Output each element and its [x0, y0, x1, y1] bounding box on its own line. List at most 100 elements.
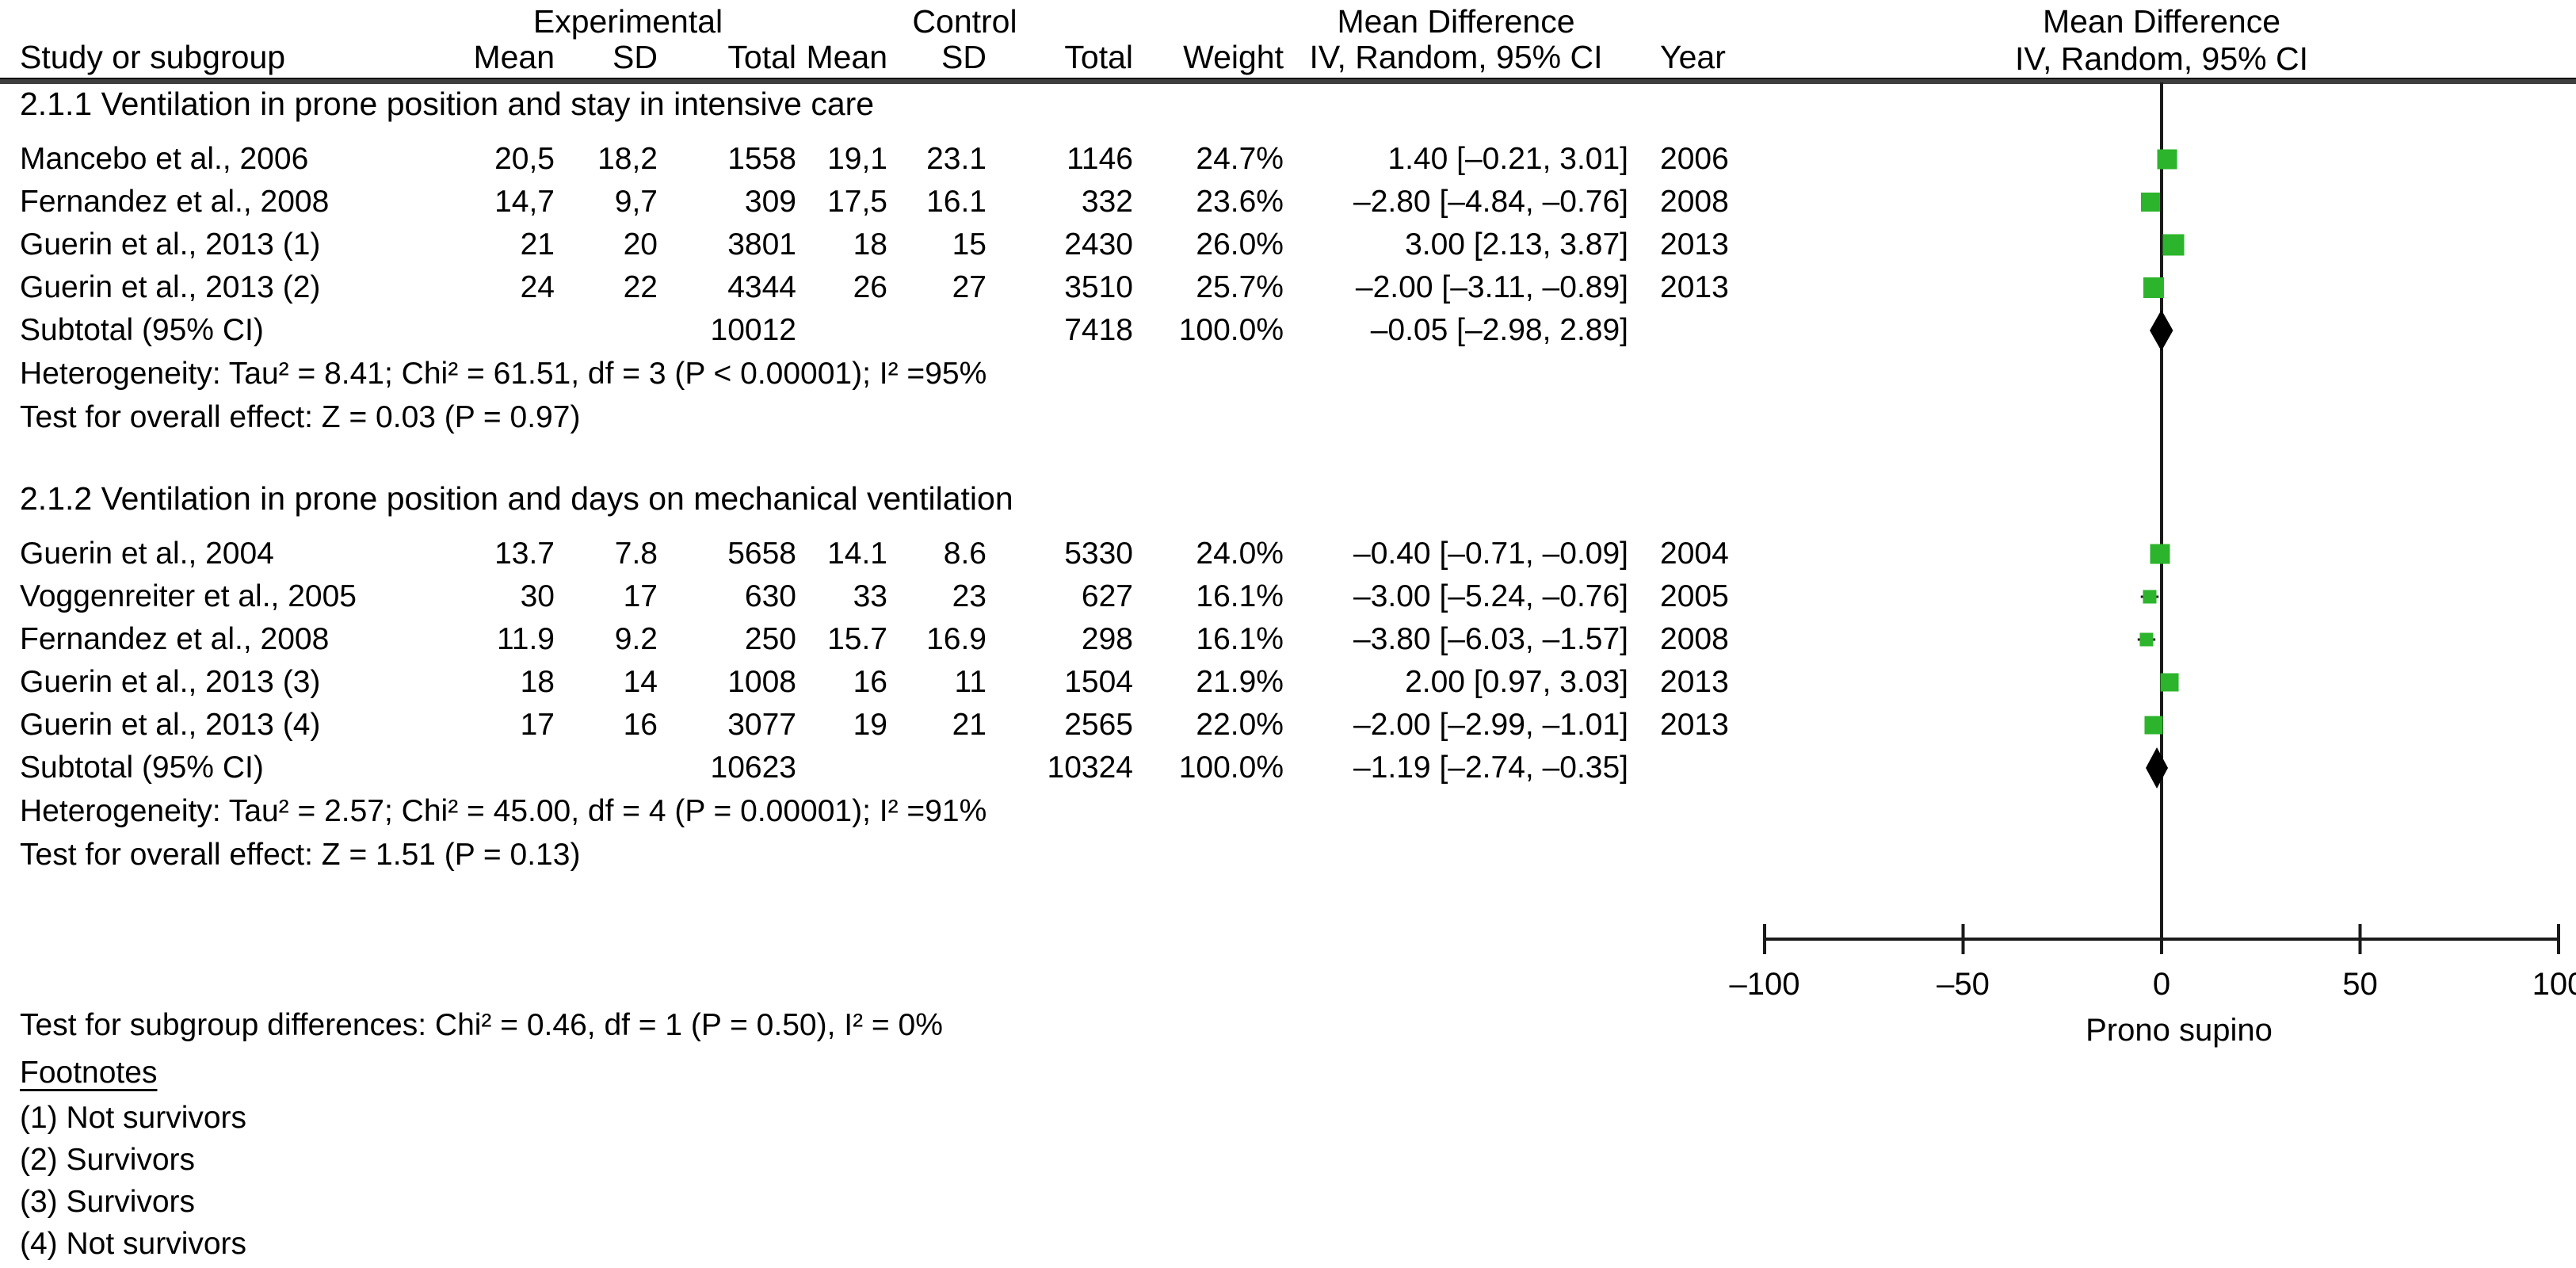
md-ci-text: –3.80 [–6.03, –1.57]	[1353, 622, 1628, 656]
effect-square	[2160, 673, 2179, 692]
table-row: Guerin et al., 2004 13.7 7.8 5658 14.1 8.6 533…	[0, 533, 1755, 575]
ctrl-mean: 26	[853, 270, 887, 304]
ctrl-sd: 23.1	[926, 142, 987, 176]
ctrl-total: 1504	[1064, 665, 1133, 699]
exp-sd: 7.8	[614, 537, 658, 571]
header-experimental: Experimental	[532, 3, 723, 40]
weight-value: 22.0%	[1196, 708, 1284, 742]
col-total2-label: Total	[1064, 39, 1133, 75]
study-name: Guerin et al., 2004	[20, 537, 274, 571]
ctrl-total: 1146	[1067, 142, 1133, 176]
exp-sd: 14	[623, 665, 658, 699]
ctrl-mean: 19,1	[827, 142, 887, 176]
exp-mean: 17	[520, 708, 555, 742]
ctrl-mean: 19	[853, 708, 887, 742]
year-value: 2013	[1660, 708, 1729, 742]
year-value: 2005	[1660, 579, 1729, 613]
ctrl-mean: 17,5	[827, 185, 887, 219]
subtotal-row: Subtotal (95% CI) 10623 10324 100.0% –1.19 […	[0, 747, 1755, 789]
study-name: Fernandez et al., 2008	[20, 622, 330, 656]
exp-sd: 16	[623, 708, 658, 742]
table-row: Fernandez et al., 2008 11.9 9.2 250 15.7 16.9…	[0, 618, 1755, 661]
weight-value: 25.7%	[1196, 270, 1284, 304]
md-ci-text: 3.00 [2.13, 3.87]	[1405, 227, 1628, 262]
weight-value: 24.0%	[1196, 537, 1284, 571]
ctrl-total: 627	[1081, 579, 1133, 613]
study-name: Guerin et al., 2013 (3)	[20, 665, 321, 699]
table-row: Guerin et al., 2013 (4) 17 16 3077 19 21 2565 2…	[0, 704, 1755, 747]
effect-square	[2144, 716, 2163, 735]
footnote-item: (2) Survivors	[20, 1142, 196, 1177]
weight-value: 100.0%	[1178, 750, 1284, 785]
exp-total: 630	[744, 579, 796, 613]
axis-tick-label: –50	[1937, 967, 1990, 1002]
year-value: 2013	[1660, 227, 1729, 262]
header-plot-subtitle: IV, Random, 95% CI	[2015, 40, 2308, 77]
year-value: 2008	[1660, 185, 1729, 219]
exp-sd: 22	[623, 270, 658, 304]
md-ci-text: –0.40 [–0.71, –0.09]	[1353, 537, 1628, 571]
subtotal-diamond	[2146, 747, 2169, 789]
effect-square	[2157, 149, 2177, 170]
axis-tick-label: 50	[2342, 967, 2378, 1002]
exp-total: 10012	[710, 313, 796, 347]
exp-total: 3801	[727, 227, 796, 262]
ctrl-sd: 23	[952, 579, 987, 613]
exp-sd: 17	[623, 579, 658, 613]
footnote-list: (1) Not survivors (2) Survivors (3) Surviv…	[20, 1097, 246, 1265]
header-md-title: Mean Difference	[1337, 3, 1575, 40]
header-columns: Study or subgroup Mean SD Total Mean SD …	[0, 36, 1755, 76]
study-name: Fernandez et al., 2008	[20, 185, 330, 219]
study-name: Voggenreiter et al., 2005	[20, 579, 357, 613]
heterogeneity-text: Heterogeneity: Tau² = 2.57; Chi² = 45.00…	[20, 794, 987, 828]
table-row: Guerin et al., 2013 (1) 21 20 3801 18 15 2430 2…	[0, 223, 1755, 266]
year-value: 2004	[1660, 537, 1729, 571]
weight-value: 21.9%	[1196, 665, 1284, 699]
header-plot-title: Mean Difference	[2042, 3, 2281, 40]
year-value: 2006	[1660, 142, 1729, 176]
md-ci-text: –2.00 [–3.11, –0.89]	[1355, 270, 1628, 304]
weight-value: 26.0%	[1196, 227, 1284, 262]
col-weight-label: Weight	[1183, 39, 1284, 75]
year-value: 2013	[1660, 270, 1729, 304]
axis-tick-label: –100	[1730, 967, 1800, 1002]
study-table: 2.1.1 Ventilation in prone position and …	[0, 82, 1755, 877]
ctrl-mean: 18	[853, 227, 887, 262]
ctrl-sd: 16.9	[926, 622, 987, 656]
year-value: 2013	[1660, 665, 1729, 699]
table-row: Guerin et al., 2013 (3) 18 14 1008 16 11 1504 2…	[0, 661, 1755, 704]
ctrl-sd: 27	[952, 270, 987, 304]
study-name: Mancebo et al., 2006	[20, 142, 309, 176]
ctrl-mean: 14.1	[827, 537, 887, 571]
x-axis-label: Prono supino	[2086, 1013, 2273, 1048]
exp-mean: 13.7	[494, 537, 555, 571]
study-name: Guerin et al., 2013 (1)	[20, 227, 321, 262]
weight-value: 100.0%	[1178, 313, 1284, 347]
exp-mean: 20,5	[494, 142, 555, 176]
ctrl-total: 3510	[1064, 270, 1133, 304]
exp-mean: 30	[520, 579, 555, 613]
effect-square	[2139, 632, 2154, 647]
axis-tick-label: 100	[2532, 967, 2576, 1002]
exp-total: 10623	[710, 750, 796, 785]
md-ci-text: –2.80 [–4.84, –0.76]	[1353, 185, 1628, 219]
footnotes-title: Footnotes	[20, 1056, 158, 1090]
table-row: Voggenreiter et al., 2005 30 17 630 33 23 627 1…	[0, 575, 1755, 618]
exp-total: 1558	[727, 142, 796, 176]
effect-square	[2140, 193, 2160, 212]
header-divider	[0, 78, 2576, 84]
col-study-label: Study or subgroup	[20, 39, 286, 75]
col-year-label: Year	[1660, 39, 1726, 75]
effect-square	[2162, 234, 2185, 256]
weight-value: 23.6%	[1196, 185, 1284, 219]
md-ci-text: –1.19 [–2.74, –0.35]	[1353, 750, 1628, 785]
year-value: 2008	[1660, 622, 1729, 656]
footnote-item: (1) Not survivors	[20, 1100, 247, 1135]
ctrl-mean: 15.7	[827, 622, 887, 656]
subtotal-label: Subtotal (95% CI)	[20, 750, 264, 785]
exp-total: 1008	[727, 665, 796, 699]
ctrl-sd: 16.1	[926, 185, 987, 219]
col-mean1-label: Mean	[473, 39, 555, 75]
ctrl-total: 332	[1081, 185, 1133, 219]
